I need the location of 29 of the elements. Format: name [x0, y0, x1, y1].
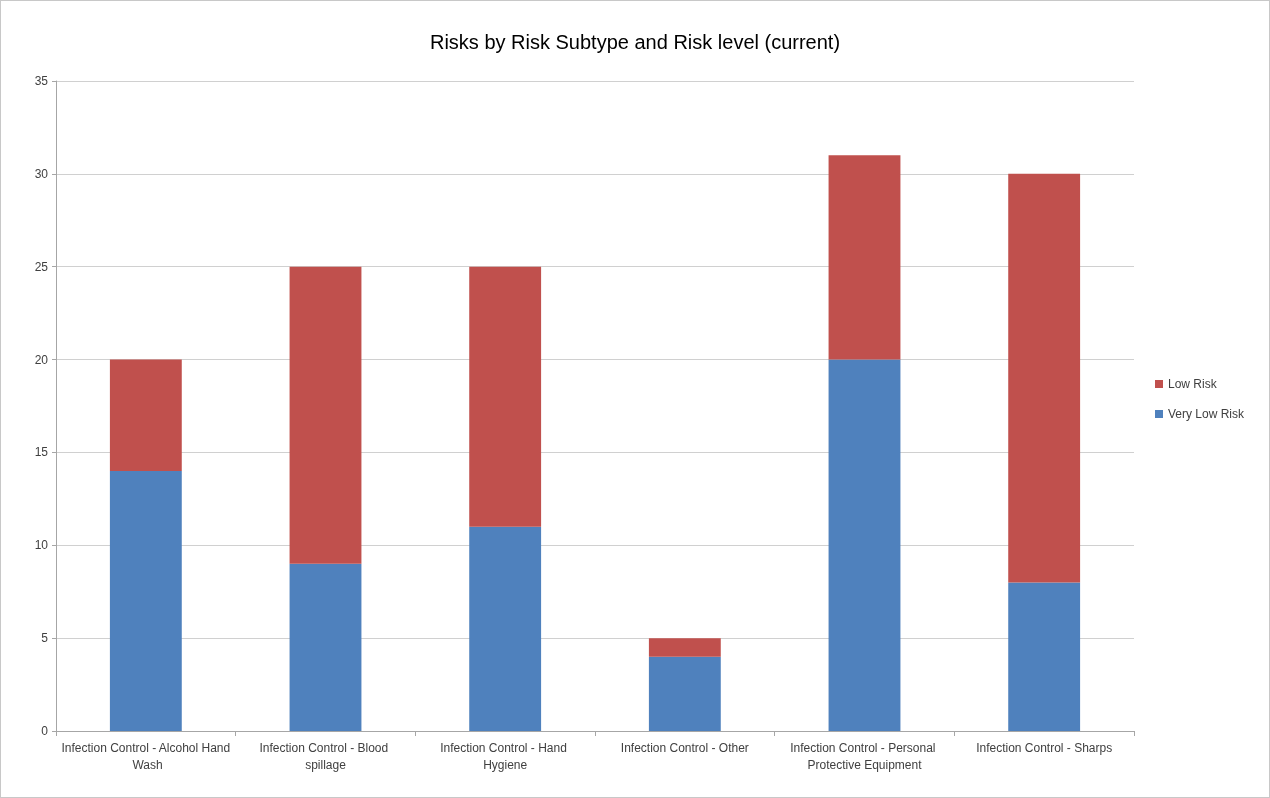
y-tick-label: 20	[34, 352, 49, 367]
y-tick-label: 0	[41, 724, 49, 738]
x-tick-label: Infection Control - Alcohol Hand Wash	[61, 740, 231, 772]
bar	[109, 471, 182, 731]
x-tick-label: Infection Control - Blood spillage	[259, 740, 392, 772]
bar	[1008, 173, 1081, 583]
bar	[648, 638, 721, 657]
bar	[469, 266, 542, 527]
y-tick-label: 5	[41, 631, 49, 646]
bar	[289, 266, 362, 564]
legend-label: Very Low Risk	[1167, 407, 1245, 421]
x-tick-label: Infection Control - Hand Hygiene	[440, 740, 571, 772]
legend-label: Low Risk	[1167, 377, 1218, 391]
bar	[109, 359, 182, 471]
x-tick-label: Infection Control - Personal Protective Equipment	[790, 740, 939, 772]
bar	[648, 656, 721, 731]
x-tick-label: Infection Control - Sharps	[976, 740, 1113, 755]
x-tick-label: Infection Control - Other	[620, 740, 749, 755]
y-tick-label: 30	[34, 166, 49, 181]
bar	[289, 563, 362, 731]
bar	[828, 359, 901, 731]
y-tick-label: 35	[34, 74, 49, 88]
chart-title: Risks by Risk Subtype and Risk level (current)	[429, 31, 841, 53]
y-tick-label: 15	[34, 445, 49, 460]
bar	[828, 155, 901, 360]
bar	[469, 526, 542, 731]
bar	[1008, 582, 1081, 731]
y-tick-label: 25	[34, 259, 49, 274]
y-tick-label: 10	[34, 538, 49, 553]
